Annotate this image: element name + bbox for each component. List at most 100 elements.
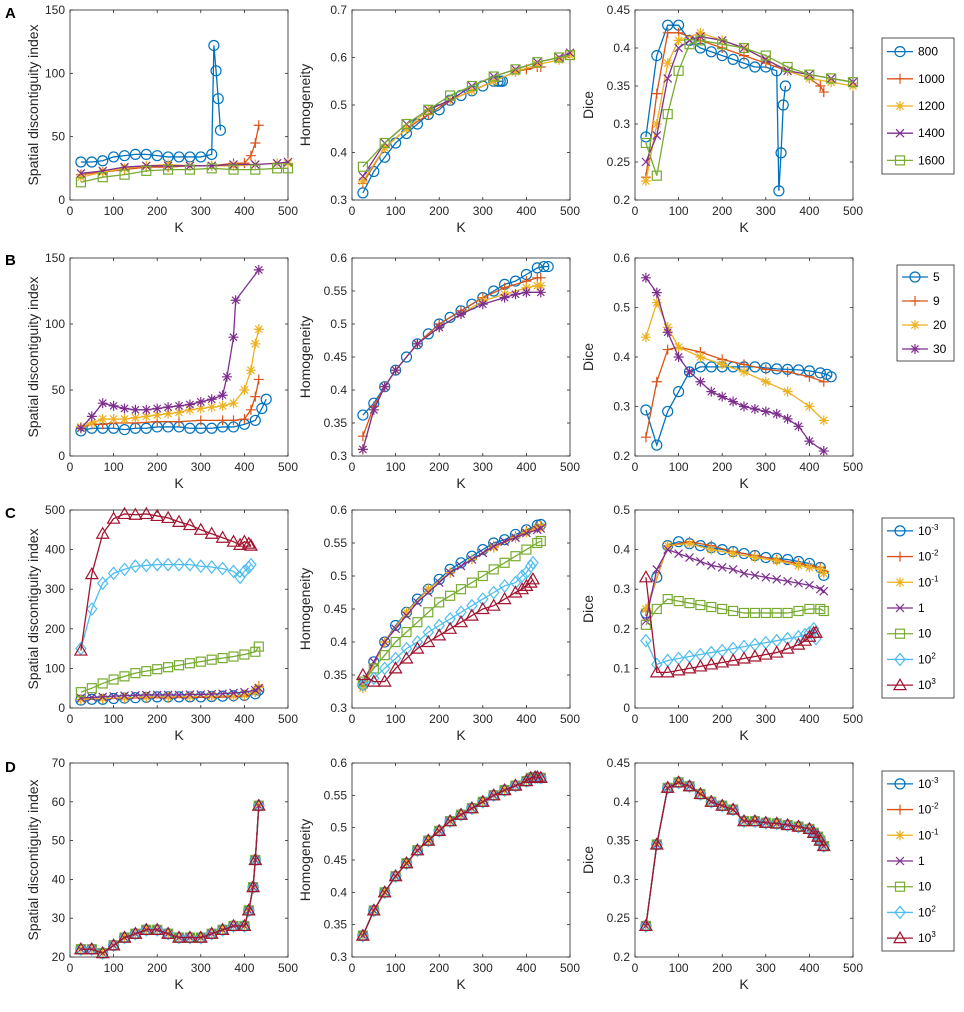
data-point <box>118 562 131 577</box>
data-point <box>432 628 447 641</box>
data-point <box>163 690 173 700</box>
data-point <box>152 403 163 414</box>
x-tick-label: 200 <box>429 204 449 218</box>
legend-marker <box>894 905 906 920</box>
data-point <box>683 779 696 794</box>
data-point <box>195 656 206 667</box>
data-point <box>747 813 762 827</box>
data-point <box>184 404 195 415</box>
data-point <box>771 555 782 566</box>
legend-entry: 20 <box>902 318 947 332</box>
data-point <box>97 693 108 704</box>
data-point <box>812 829 824 844</box>
x-tick-label: 300 <box>473 961 493 975</box>
x-tick-label: 100 <box>669 460 689 474</box>
x-tick-label: 500 <box>278 460 298 474</box>
data-point <box>770 816 783 831</box>
data-point <box>760 364 771 375</box>
data-point <box>422 328 434 340</box>
panel-A-1: 0 100 200 300 400 500 0 50 100 150 K Spatial discon… <box>25 3 298 235</box>
data-point <box>248 852 263 866</box>
data-point <box>86 602 98 616</box>
data-point <box>772 574 782 584</box>
x-tick-label: 100 <box>669 204 689 218</box>
series-30 <box>640 272 829 457</box>
data-point <box>141 165 152 176</box>
data-point <box>804 371 815 382</box>
data-point <box>793 421 804 432</box>
data-point <box>380 637 390 647</box>
data-point <box>640 272 651 283</box>
data-point <box>519 578 534 591</box>
data-point <box>423 584 434 595</box>
data-point <box>684 597 695 609</box>
data-point <box>140 922 153 937</box>
data-point <box>357 444 368 455</box>
data-point <box>73 643 88 656</box>
y-axis-label: Homogeneity <box>297 819 313 902</box>
data-point <box>640 432 651 443</box>
data-point <box>118 930 131 945</box>
data-point <box>814 367 826 379</box>
data-point <box>804 603 815 615</box>
data-point <box>527 555 539 570</box>
y-tick-label: 0.4 <box>330 885 347 899</box>
data-point <box>780 641 795 654</box>
data-point <box>150 922 165 935</box>
data-point <box>749 403 760 414</box>
data-point <box>793 605 804 617</box>
x-tick-label: 100 <box>386 712 406 726</box>
data-point <box>98 166 108 176</box>
data-point <box>130 404 141 415</box>
data-point <box>747 649 762 662</box>
y-tick-label: 0.1 <box>613 661 630 675</box>
data-point <box>228 415 239 426</box>
data-point <box>771 363 783 375</box>
data-point <box>410 641 425 654</box>
data-point <box>97 398 108 409</box>
y-tick-label: 0.35 <box>607 834 631 848</box>
data-point <box>379 137 390 149</box>
data-point <box>475 794 490 807</box>
data-point <box>640 137 652 149</box>
data-point <box>804 436 815 447</box>
data-point <box>249 414 261 426</box>
y-tick-label: 0.3 <box>613 872 630 886</box>
data-point <box>162 557 174 572</box>
data-point <box>205 560 218 574</box>
legend-entry: 1600 <box>887 153 945 167</box>
data-point <box>171 930 187 943</box>
legend-marker <box>895 551 905 562</box>
data-point <box>792 819 805 834</box>
axes-box <box>634 9 854 201</box>
data-point <box>739 568 749 578</box>
series-line <box>645 39 854 176</box>
data-point <box>206 394 217 405</box>
panel-D-1: 0 100 200 300 400 500 20 30 40 50 60 70 K Spatial dis… <box>25 756 298 992</box>
data-point <box>685 553 694 562</box>
data-point <box>693 786 708 800</box>
data-point <box>715 655 730 668</box>
x-tick-label: 0 <box>67 204 74 218</box>
y-tick-label: 0.45 <box>324 602 348 616</box>
data-point <box>682 779 697 792</box>
data-point <box>400 856 413 871</box>
data-point <box>108 674 119 685</box>
x-tick-label: 0 <box>632 961 639 975</box>
data-point <box>119 169 130 180</box>
data-point <box>649 665 664 678</box>
legend-marker <box>895 804 905 815</box>
x-tick-label: 500 <box>843 460 863 474</box>
y-tick-label: 100 <box>45 317 65 331</box>
data-point <box>357 409 369 421</box>
data-point <box>673 595 684 607</box>
x-tick-label: 500 <box>560 204 580 218</box>
data-point <box>128 507 143 520</box>
series-10^2 <box>357 555 539 692</box>
x-tick-label: 500 <box>843 961 863 975</box>
data-point <box>195 415 206 426</box>
y-axis-label: Homogeneity <box>297 568 313 651</box>
data-point <box>782 413 793 424</box>
legend-marker <box>895 101 905 111</box>
data-point <box>704 794 719 807</box>
